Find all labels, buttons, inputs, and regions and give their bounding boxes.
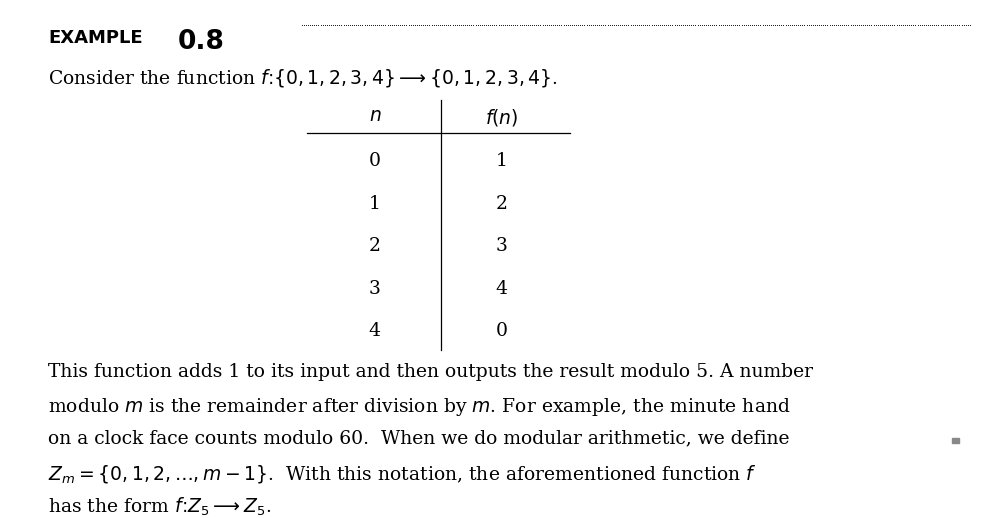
- Text: 0: 0: [369, 152, 381, 170]
- Text: Consider the function $f\colon \{0, 1, 2, 3, 4\} \longrightarrow \{0, 1, 2, 3, 4: Consider the function $f\colon \{0, 1, 2…: [48, 67, 558, 89]
- Text: 3: 3: [495, 237, 508, 255]
- Text: modulo $m$ is the remainder after division by $m$. For example, the minute hand: modulo $m$ is the remainder after divisi…: [48, 396, 791, 418]
- Text: $f(n)$: $f(n)$: [485, 107, 519, 128]
- Text: 4: 4: [369, 322, 381, 340]
- Text: 1: 1: [495, 152, 508, 170]
- Text: 2: 2: [495, 195, 508, 213]
- Text: 4: 4: [495, 280, 508, 298]
- Text: $n$: $n$: [369, 107, 381, 125]
- Text: on a clock face counts modulo 60.  When we do modular arithmetic, we define: on a clock face counts modulo 60. When w…: [48, 429, 790, 448]
- Text: 1: 1: [369, 195, 381, 213]
- Text: 0: 0: [495, 322, 508, 340]
- Text: has the form $f\colon Z_5 \longrightarrow Z_5$.: has the form $f\colon Z_5 \longrightarro…: [48, 496, 271, 518]
- Text: EXAMPLE: EXAMPLE: [48, 30, 143, 47]
- Text: 0.8: 0.8: [178, 30, 225, 55]
- Text: This function adds 1 to its input and then outputs the result modulo 5. A number: This function adds 1 to its input and th…: [48, 363, 813, 381]
- Text: $Z_m = \{0, 1, 2, \ldots, m-1\}$.  With this notation, the aforementioned functi: $Z_m = \{0, 1, 2, \ldots, m-1\}$. With t…: [48, 463, 757, 485]
- Text: 3: 3: [369, 280, 381, 298]
- Text: 2: 2: [369, 237, 381, 255]
- Bar: [953, 438, 959, 443]
